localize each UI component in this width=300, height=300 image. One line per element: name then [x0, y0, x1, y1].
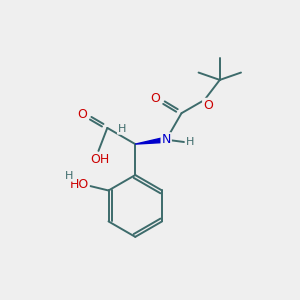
Polygon shape: [135, 137, 167, 144]
Text: H: H: [118, 124, 126, 134]
Text: O: O: [203, 99, 213, 112]
Text: H: H: [186, 137, 194, 147]
Text: O: O: [150, 92, 160, 105]
Text: HO: HO: [69, 178, 89, 191]
Text: O: O: [77, 108, 87, 121]
Text: N: N: [161, 133, 171, 146]
Text: H: H: [65, 171, 73, 181]
Text: OH: OH: [90, 153, 110, 166]
